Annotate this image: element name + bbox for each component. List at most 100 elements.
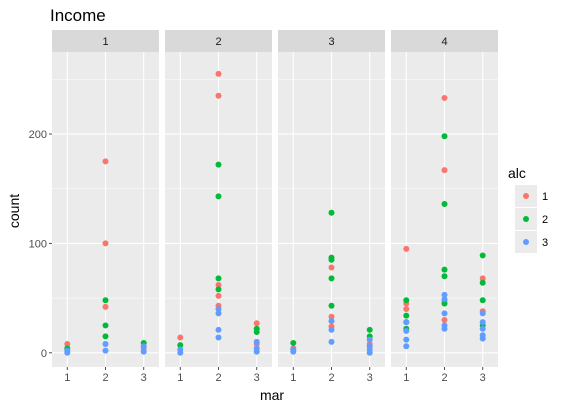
- data-point: [215, 161, 222, 168]
- data-point: [441, 201, 448, 208]
- chart-title: Income: [50, 6, 106, 25]
- x-tick-label: 3: [141, 372, 147, 384]
- data-point: [441, 300, 448, 307]
- data-point: [403, 319, 410, 326]
- legend-swatch: [523, 193, 529, 199]
- facet-panel-3: 3 1 2 3: [278, 30, 385, 384]
- facet-strip: [391, 30, 498, 52]
- y-tick-label: 100: [29, 238, 47, 250]
- data-point: [479, 335, 486, 342]
- legend-label: 3: [542, 237, 548, 249]
- legend-swatch: [523, 216, 529, 222]
- x-tick-label: 2: [215, 372, 221, 384]
- legend-swatch: [523, 239, 529, 245]
- data-point: [102, 297, 109, 304]
- data-point: [102, 347, 109, 354]
- data-point: [479, 252, 486, 259]
- data-point: [64, 349, 71, 356]
- y-axis: 0 100 200: [29, 129, 52, 360]
- facet-strip: [165, 30, 272, 52]
- legend-title: alc: [508, 165, 526, 181]
- data-point: [253, 338, 260, 345]
- data-point: [328, 313, 335, 320]
- data-point: [403, 327, 410, 334]
- data-point: [366, 336, 373, 343]
- facet-strip-label: 1: [102, 36, 108, 48]
- data-point: [479, 319, 486, 326]
- data-point: [328, 264, 335, 271]
- data-point: [328, 338, 335, 345]
- data-point: [403, 245, 410, 252]
- data-point: [441, 291, 448, 298]
- data-point: [102, 240, 109, 247]
- facet-panel-4: 4 1 2 3: [391, 30, 498, 384]
- data-point: [102, 322, 109, 329]
- data-point: [479, 297, 486, 304]
- data-point: [479, 279, 486, 286]
- x-axis-title: mar: [260, 387, 284, 403]
- y-tick-label: 0: [41, 348, 47, 360]
- data-point: [441, 273, 448, 280]
- data-point: [441, 133, 448, 140]
- data-point: [215, 286, 222, 293]
- legend: alc 1 2 3: [508, 165, 548, 253]
- data-point: [102, 303, 109, 310]
- data-point: [441, 310, 448, 317]
- x-tick-label: 1: [290, 372, 296, 384]
- data-point: [441, 167, 448, 174]
- facet-panel-1: 1 1 2 3: [52, 30, 159, 384]
- data-point: [253, 329, 260, 335]
- data-point: [177, 334, 184, 341]
- data-point: [215, 334, 222, 341]
- data-point: [328, 275, 335, 282]
- data-point: [102, 341, 109, 348]
- data-point: [403, 297, 410, 304]
- data-point: [403, 336, 410, 343]
- x-tick-label: 3: [254, 372, 260, 384]
- x-tick-label: 3: [367, 372, 373, 384]
- data-point: [253, 320, 260, 327]
- data-point: [102, 333, 109, 340]
- data-point: [215, 193, 222, 200]
- x-tick-label: 3: [480, 372, 486, 384]
- data-point: [441, 296, 448, 303]
- data-point: [215, 70, 222, 77]
- x-tick-label: 2: [328, 372, 334, 384]
- facet-strip-label: 4: [441, 36, 447, 48]
- facet-strip-label: 3: [328, 36, 334, 48]
- data-point: [366, 326, 373, 333]
- x-tick-label: 2: [102, 372, 108, 384]
- data-point: [328, 302, 335, 309]
- data-point: [403, 312, 410, 319]
- y-axis-title: count: [6, 194, 22, 228]
- data-point: [328, 256, 335, 263]
- data-point: [441, 266, 448, 273]
- data-point: [215, 306, 222, 313]
- data-point: [479, 310, 486, 317]
- data-point: [290, 348, 297, 355]
- x-tick-label: 1: [64, 372, 70, 384]
- data-point: [441, 316, 448, 323]
- x-tick-label: 2: [441, 372, 447, 384]
- facet-strip: [52, 30, 159, 52]
- data-point: [403, 306, 410, 313]
- legend-label: 2: [542, 214, 548, 226]
- data-point: [215, 92, 222, 99]
- data-point: [64, 341, 71, 348]
- data-point: [102, 158, 109, 165]
- data-point: [215, 281, 222, 288]
- data-point: [177, 349, 184, 356]
- data-point: [215, 310, 222, 317]
- facet-panel-2: 2 1 2 3: [165, 30, 272, 384]
- y-tick-label: 200: [29, 129, 47, 141]
- x-tick-label: 1: [403, 372, 409, 384]
- facet-strip: [278, 30, 385, 52]
- facet-panels: 1 1 2 3 2 1 2 3 3 1 2 3 4 1 2 3: [52, 30, 498, 384]
- x-tick-label: 1: [177, 372, 183, 384]
- data-point: [328, 318, 335, 325]
- data-point: [290, 339, 297, 346]
- data-point: [366, 349, 373, 356]
- data-point: [215, 275, 222, 282]
- data-point: [253, 348, 260, 355]
